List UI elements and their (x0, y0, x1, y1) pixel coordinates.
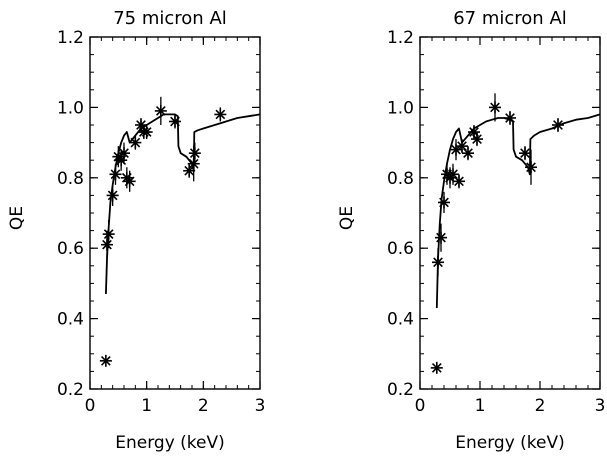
star-marker-stroke (469, 127, 479, 137)
data-point (471, 132, 483, 147)
data-point (430, 361, 443, 374)
y-tick-label: 1.2 (387, 28, 414, 48)
y-tick-label: 0.2 (57, 380, 84, 400)
data-point (188, 142, 201, 164)
chart-panel-left: 75 micron Al QE Energy (keV) 0 1 2 30.20.40… (7, 8, 265, 453)
y-tick-label: 0.6 (57, 239, 84, 259)
star-marker-stroke (130, 137, 141, 148)
data-point (102, 220, 115, 249)
star-marker-stroke (110, 169, 121, 180)
y-axis-label-left: QE (7, 206, 27, 230)
star-marker-stroke (136, 120, 146, 130)
chart-panel-right: 67 micron Al QE Energy (keV) 0 1 2 30.20.40… (337, 8, 605, 453)
star-marker-stroke (526, 162, 536, 173)
data-point (129, 135, 142, 150)
star-marker-stroke (189, 148, 200, 159)
data-point (453, 174, 465, 189)
star-marker-stroke (463, 148, 473, 159)
star-marker-stroke (184, 165, 195, 176)
data-point (106, 184, 119, 206)
star-marker-stroke (124, 176, 135, 187)
data-point (438, 191, 450, 213)
x-tick-label: 1 (475, 396, 486, 416)
y-tick-label: 1.2 (57, 28, 84, 48)
data-point (519, 146, 531, 161)
model-curve (105, 113, 261, 295)
data-point (525, 149, 537, 185)
x-axis-label-left: Energy (keV) (115, 433, 225, 453)
data-point (504, 110, 516, 125)
star-marker-stroke (141, 127, 152, 137)
y-tick-label: 0.4 (387, 310, 414, 330)
data-point (489, 93, 501, 122)
x-tick-label: 0 (415, 396, 426, 416)
x-axis-label-right: Energy (keV) (455, 433, 565, 453)
plot-area-left: 0 1 2 3 0.2 0.4 0.6 0.8 1.0 1.2 (57, 28, 265, 416)
star-marker-stroke (439, 197, 449, 208)
plot-area-right: 0 1 2 3 0.2 0.4 0.6 0.8 1.0 1.2 (387, 28, 605, 416)
star-marker-stroke (119, 148, 129, 159)
star-marker-stroke (107, 190, 118, 201)
y-axis-label-right: QE (337, 206, 357, 230)
y-tick-label: 0.6 (387, 239, 414, 259)
plot-frame (419, 36, 601, 390)
star-marker-stroke (102, 239, 112, 250)
chart-title-right: 67 micron Al (453, 8, 567, 29)
y-tick-label: 1.0 (387, 98, 414, 118)
data-point (435, 223, 447, 252)
data-point (214, 107, 227, 122)
star-marker-stroke (188, 158, 199, 169)
chart-title-left: 75 micron Al (113, 8, 227, 29)
model-curve (435, 113, 601, 309)
star-marker-stroke (215, 109, 226, 120)
y-tick-label: 1.0 (57, 98, 84, 118)
y-tick-label: 0.4 (57, 310, 84, 330)
data-point (154, 96, 167, 125)
data-point (109, 163, 122, 185)
star-marker-stroke (520, 148, 530, 159)
star-marker-stroke (457, 141, 467, 151)
star-marker-stroke (170, 116, 180, 127)
data-point (140, 125, 153, 140)
star-marker-stroke (448, 169, 458, 180)
star-marker-stroke (103, 229, 114, 239)
star-marker-stroke (553, 120, 563, 130)
data-point (183, 163, 196, 178)
star-marker-stroke (155, 106, 166, 116)
y-tick-label: 0.8 (387, 169, 414, 189)
x-tick-label: 0 (85, 396, 96, 416)
x-tick-label: 3 (255, 396, 266, 416)
star-marker-stroke (505, 113, 515, 123)
data-point (118, 142, 130, 164)
data-point (123, 170, 136, 192)
x-tick-label: 2 (535, 396, 546, 416)
star-marker-stroke (101, 355, 111, 366)
data-point (462, 146, 474, 161)
plot-frame (89, 36, 261, 390)
star-marker-stroke (454, 176, 464, 187)
x-tick-label: 1 (141, 396, 152, 416)
data-point (169, 114, 181, 129)
y-tick-label: 0.8 (57, 169, 84, 189)
star-marker-stroke (490, 102, 500, 113)
x-tick-label: 2 (198, 396, 209, 416)
y-tick-label: 0.2 (387, 380, 414, 400)
x-tick-label: 3 (595, 396, 606, 416)
data-point (552, 117, 564, 133)
data-point (99, 354, 112, 367)
star-marker-stroke (436, 232, 446, 243)
data-point (432, 248, 444, 277)
star-marker-stroke (433, 257, 443, 268)
star-marker-stroke (431, 363, 442, 373)
star-marker-stroke (472, 134, 482, 144)
